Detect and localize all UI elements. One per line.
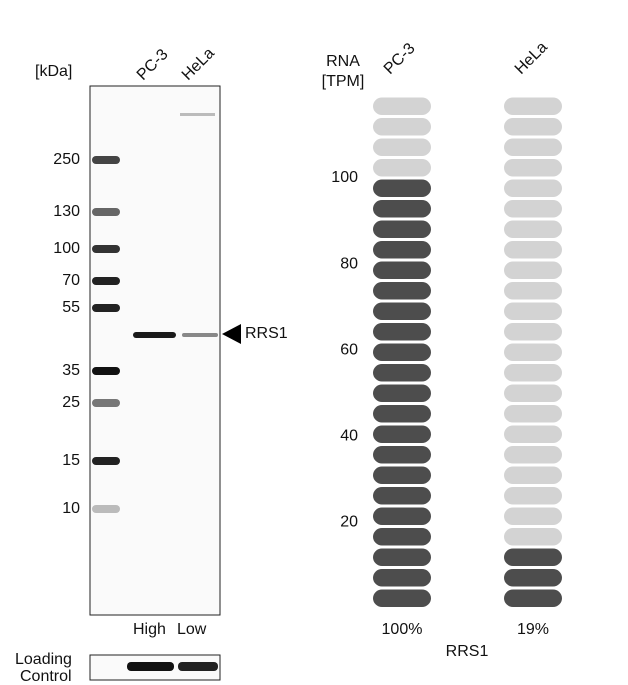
pill-empty (373, 159, 431, 177)
pill-empty (373, 118, 431, 136)
pill-filled (373, 179, 431, 197)
band (178, 662, 218, 671)
pill-empty (504, 528, 562, 546)
column-label: PC-3 (381, 40, 419, 78)
pill-empty (504, 405, 562, 423)
pill-empty (373, 138, 431, 156)
pill-empty (504, 343, 562, 361)
blot (89, 85, 221, 616)
pill-empty (504, 384, 562, 402)
pill-filled (373, 220, 431, 238)
pill-empty (504, 425, 562, 443)
pill-filled (504, 548, 562, 566)
pill-empty (504, 507, 562, 525)
gene-label: RRS1 (446, 643, 489, 660)
pill-empty (504, 138, 562, 156)
value-label: 19% (517, 621, 549, 638)
intensity-label: Low (177, 621, 207, 638)
pill-empty (504, 97, 562, 115)
pill-filled (373, 446, 431, 464)
pill-empty (504, 220, 562, 238)
ladder (92, 156, 120, 513)
pill-filled (373, 261, 431, 279)
pill-empty (504, 282, 562, 300)
y-tick-label: 80 (340, 255, 358, 272)
loading-label: Loading (15, 651, 72, 668)
pill-filled (373, 507, 431, 525)
marker-label: 10 (62, 500, 80, 517)
value-label: 100% (382, 621, 423, 638)
y-tick-label: 60 (340, 341, 358, 358)
pill-filled (373, 241, 431, 259)
pill-empty (504, 179, 562, 197)
pill-empty (504, 261, 562, 279)
marker-band (92, 304, 120, 312)
unit-label: [kDa] (35, 63, 72, 80)
band (133, 332, 176, 338)
band (182, 333, 218, 337)
loading-label: Control (20, 668, 72, 685)
marker-band (92, 367, 120, 375)
marker-band (92, 245, 120, 253)
column-label: HeLa (512, 39, 551, 78)
pill-filled (373, 200, 431, 218)
intensity-label: High (133, 621, 166, 638)
arrow (222, 324, 241, 344)
pill-filled (373, 589, 431, 607)
marker-label: 55 (62, 299, 80, 316)
marker-label: 100 (53, 240, 80, 257)
pill-filled (504, 589, 562, 607)
pill-empty (504, 323, 562, 341)
pill-filled (373, 425, 431, 443)
band (180, 113, 215, 116)
y-label: [TPM] (322, 73, 365, 90)
pill-filled (373, 405, 431, 423)
y-tick-label: 20 (340, 514, 358, 531)
marker-label: 130 (53, 203, 80, 220)
pill-filled (373, 548, 431, 566)
lane-label: PC-3 (134, 46, 172, 84)
y-tick-label: 40 (340, 428, 358, 445)
marker-label: 250 (53, 151, 80, 168)
pill-empty (504, 200, 562, 218)
pill-filled (504, 569, 562, 587)
pill-empty (504, 446, 562, 464)
y-tick-label: 100 (331, 169, 358, 186)
band (127, 662, 174, 671)
pill-filled (373, 282, 431, 300)
pill-filled (373, 487, 431, 505)
pill-empty (504, 466, 562, 484)
band-label: RRS1 (245, 325, 288, 342)
marker-label: 25 (62, 394, 80, 411)
pill-empty (504, 118, 562, 136)
marker-band (92, 399, 120, 407)
pill-filled (373, 364, 431, 382)
pill-filled (373, 569, 431, 587)
pill-empty (504, 241, 562, 259)
pill-empty (504, 159, 562, 177)
marker-band (92, 277, 120, 285)
pill-empty (504, 302, 562, 320)
pill-filled (373, 466, 431, 484)
marker-band (92, 156, 120, 164)
marker-label: 70 (62, 272, 80, 289)
marker-band (92, 208, 120, 216)
marker-label: 15 (62, 452, 80, 469)
marker-label: 35 (62, 362, 80, 379)
lane-label: HeLa (179, 45, 218, 84)
pill-filled (373, 528, 431, 546)
marker-band (92, 457, 120, 465)
marker-band (92, 505, 120, 513)
pill-filled (373, 384, 431, 402)
pill-empty (504, 487, 562, 505)
pill-filled (373, 302, 431, 320)
pill-filled (373, 343, 431, 361)
y-label: RNA (326, 53, 360, 70)
pill-filled (373, 323, 431, 341)
pill-empty (504, 364, 562, 382)
pill-empty (373, 97, 431, 115)
